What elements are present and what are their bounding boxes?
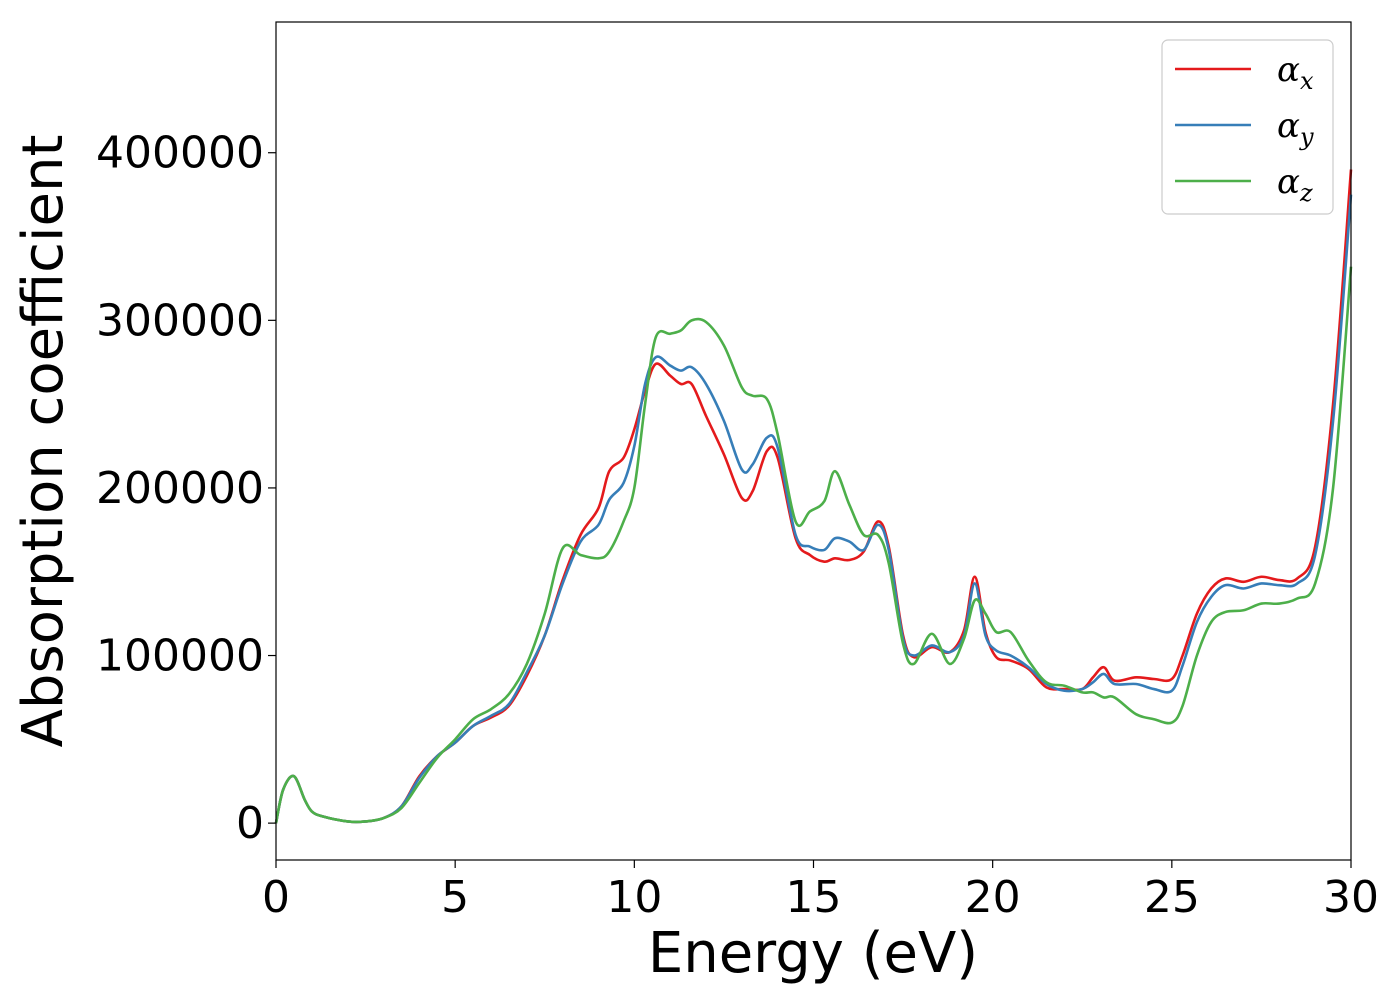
x-tick-label: 15 <box>786 872 842 923</box>
x-tick-label: 10 <box>606 872 662 923</box>
x-axis-ticks: 0 5 10 15 20 25 30 <box>262 860 1379 923</box>
legend-box <box>1161 39 1334 215</box>
x-tick-label: 0 <box>262 872 290 923</box>
series-line-y <box>274 194 1353 824</box>
y-tick-label: 300000 <box>96 295 264 346</box>
series-line-z <box>274 266 1353 824</box>
x-tick-label: 5 <box>441 872 469 923</box>
y-axis-ticks: 0 100000 200000 300000 400000 <box>96 128 276 849</box>
x-tick-label: 20 <box>965 872 1021 923</box>
y-tick-label: 100000 <box>96 631 264 682</box>
x-axis-title: Energy (eV) <box>648 921 978 986</box>
y-tick-label: 200000 <box>96 463 264 514</box>
y-tick-label: 400000 <box>96 128 264 179</box>
y-tick-label: 0 <box>236 798 264 849</box>
x-tick-label: 30 <box>1323 872 1379 923</box>
y-axis-title: Absorption coefficient <box>11 135 76 748</box>
x-tick-label: 25 <box>1144 872 1200 923</box>
series-group <box>274 169 1353 824</box>
